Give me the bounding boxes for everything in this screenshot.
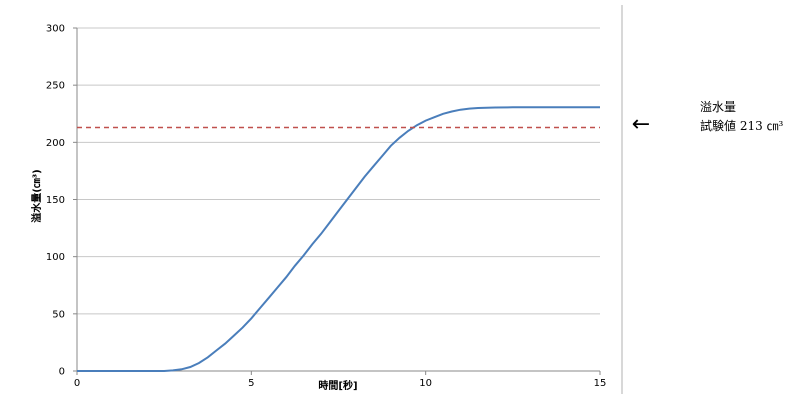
- annotation-line-2: 試験値 213 ㎝³: [700, 119, 784, 133]
- series-line: [77, 106, 600, 372]
- annotation-line-1: 溢水量: [700, 100, 737, 114]
- y-tick-label: 100: [46, 252, 65, 263]
- y-tick-label: 300: [46, 24, 65, 35]
- y-tick-label: 250: [46, 81, 65, 92]
- x-tick-label: 0: [74, 378, 80, 389]
- y-tick-label: 0: [59, 367, 65, 378]
- axes: [73, 27, 601, 375]
- x-axis-label: 時間[秒]: [318, 379, 357, 392]
- grid-lines: [77, 27, 600, 315]
- x-tick-label: 15: [594, 378, 607, 389]
- y-tick-labels: 0 50 100 150 200 250 300: [46, 24, 65, 378]
- annotation-arrow: ←: [632, 112, 650, 137]
- x-tick-labels: 0 5 10 15: [74, 378, 607, 389]
- annotation-text: 溢水量 試験値 213 ㎝³: [700, 98, 783, 136]
- y-tick-label: 150: [46, 195, 65, 206]
- y-tick-label: 200: [46, 138, 65, 149]
- y-axis-label: 溢水量(㎝³): [30, 169, 43, 223]
- x-tick-label: 10: [419, 378, 432, 389]
- x-tick-label: 5: [248, 378, 254, 389]
- y-tick-label: 50: [52, 309, 65, 320]
